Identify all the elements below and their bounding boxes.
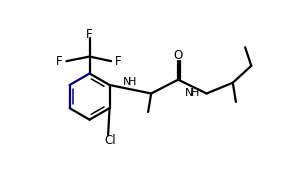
Text: H: H [128, 77, 136, 87]
Text: H: H [191, 88, 200, 98]
Text: Cl: Cl [105, 134, 116, 147]
Text: F: F [86, 28, 93, 41]
Text: N: N [185, 88, 194, 98]
Text: O: O [173, 49, 183, 62]
Text: F: F [56, 55, 63, 68]
Text: F: F [115, 55, 122, 68]
Text: N: N [123, 77, 131, 87]
